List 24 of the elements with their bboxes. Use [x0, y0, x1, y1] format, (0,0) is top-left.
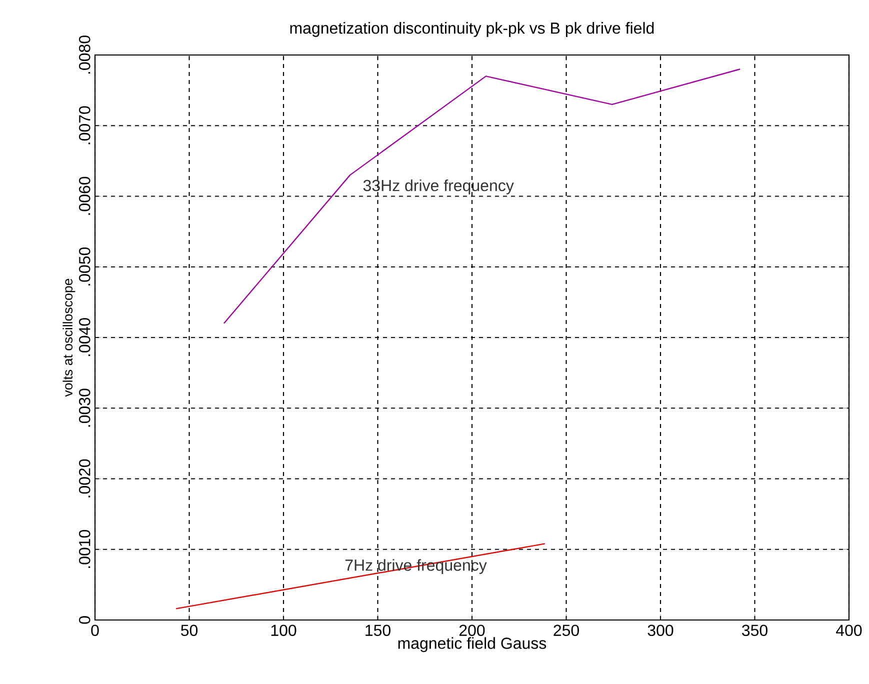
- series-label: 33Hz drive frequency: [363, 179, 514, 194]
- series-label: 7Hz drive frequency: [345, 559, 487, 574]
- x-axis-title: magnetic field Gauss: [398, 637, 546, 652]
- y-tick-label: .0060: [78, 176, 90, 215]
- y-tick-label: .0080: [78, 36, 90, 74]
- x-tick-label: 400: [836, 624, 862, 636]
- y-tick-label: .0050: [78, 247, 90, 286]
- x-tick-label: 350: [742, 624, 768, 636]
- x-tick-label: 300: [648, 624, 674, 636]
- y-axis-title: volts at oscilloscope: [62, 278, 76, 397]
- x-tick-label: 100: [271, 624, 296, 636]
- y-tick-label: 0: [78, 616, 90, 624]
- x-tick-label: 250: [554, 624, 579, 636]
- y-tick-label: .0040: [78, 318, 90, 356]
- x-tick-label: 0: [91, 624, 99, 636]
- x-tick-label: 50: [181, 624, 198, 636]
- y-tick-label: .0020: [78, 459, 90, 498]
- chart-title: magnetization discontinuity pk-pk vs B pk drive field: [290, 22, 654, 37]
- y-tick-label: .0030: [78, 388, 90, 427]
- x-tick-label: 200: [459, 624, 485, 636]
- x-tick-label: 150: [366, 624, 390, 636]
- y-tick-label: .0070: [78, 106, 90, 144]
- line-series: [223, 68, 741, 324]
- y-tick-label: .0010: [78, 530, 90, 568]
